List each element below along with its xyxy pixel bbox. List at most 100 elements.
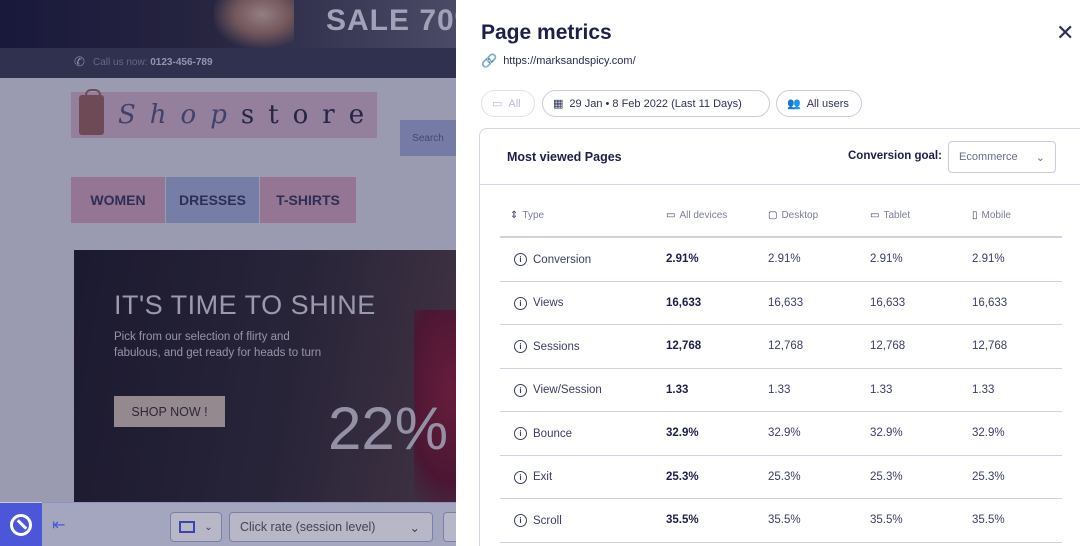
value-tablet: 35.5%: [870, 514, 903, 526]
mobile-icon: ▯: [972, 210, 978, 221]
value-mobile: 32.9%: [972, 427, 1005, 439]
value-mobile: 35.5%: [972, 514, 1005, 526]
metric-name: Scroll: [533, 514, 562, 527]
tablet-icon: ▭: [870, 210, 880, 221]
column-type-label: Type: [522, 210, 545, 221]
info-icon[interactable]: i: [514, 427, 527, 440]
hero-subtitle: Pick from our selection of flirty and fa…: [114, 331, 322, 359]
column-all-devices-label: All devices: [679, 210, 728, 221]
metric-select[interactable]: Click rate (session level) ⌄: [229, 512, 433, 542]
hero-percent: 22%: [328, 395, 449, 462]
banner-sale-text: SALE 70%: [326, 4, 456, 37]
info-icon[interactable]: i: [514, 296, 527, 310]
device-icon: ▭: [492, 98, 503, 110]
nav-tshirts[interactable]: T-SHIRTS: [260, 177, 356, 223]
value-tablet: 2.91%: [870, 253, 903, 265]
chevron-down-icon: ⌄: [204, 521, 213, 533]
metric-cell: i Bounce: [514, 427, 572, 440]
nav-women[interactable]: WOMEN: [71, 177, 165, 223]
brand-menu-button[interactable]: [0, 503, 42, 546]
value-all-devices: 16,633: [666, 296, 702, 309]
hero-banner: IT'S TIME TO SHINE Pick from our selecti…: [74, 250, 456, 502]
value-tablet: 12,768: [870, 340, 906, 352]
value-desktop: 35.5%: [768, 514, 801, 526]
value-all-devices: 35.5%: [666, 514, 699, 526]
table-row: i Conversion 2.91% 2.91% 2.91% 2.91%: [500, 238, 1062, 282]
link-icon: 🔗: [481, 53, 498, 68]
close-icon[interactable]: ✕: [1056, 20, 1075, 45]
device-filter-chip[interactable]: ▭ All: [481, 90, 535, 117]
search-button[interactable]: Search: [400, 120, 456, 156]
logo-word-store: store: [240, 100, 379, 130]
metric-select-value: Click rate (session level): [240, 520, 376, 534]
metric-name: Sessions: [533, 340, 580, 353]
all-devices-icon: ▭: [666, 210, 676, 221]
metric-name: Conversion: [533, 253, 592, 266]
info-icon[interactable]: i: [514, 514, 527, 527]
info-icon[interactable]: i: [514, 470, 527, 484]
value-all-devices: 12,768: [666, 340, 702, 352]
metric-name: View/Session: [533, 384, 602, 396]
users-filter-chip[interactable]: 👥 All users: [776, 90, 862, 117]
value-tablet: 32.9%: [870, 427, 903, 439]
conversion-goal-select[interactable]: Ecommerce ⌄: [948, 141, 1056, 173]
value-desktop: 12,768: [768, 340, 804, 352]
date-range-label: 29 Jan • 8 Feb 2022 (Last 11 Days): [569, 97, 742, 110]
value-all-devices: 2.91%: [666, 253, 699, 265]
metric-cell: i View/Session: [514, 383, 602, 397]
value-desktop: 16,633: [768, 296, 804, 309]
page-url[interactable]: https://marksandspicy.com/: [503, 55, 636, 67]
metric-cell: i Sessions: [514, 340, 580, 353]
toolbar-edge-button[interactable]: [443, 512, 456, 542]
table-row: i Views 16,633 16,633 16,633 16,633: [500, 282, 1062, 325]
table-header: ⇕ Type ▭ All devices ▢ Desktop ▭ Tablet ▯ Mob…: [500, 196, 1062, 238]
column-type[interactable]: ⇕ Type: [510, 210, 544, 221]
metric-cell: i Views: [514, 296, 564, 310]
arrow-left-icon[interactable]: ⇤: [52, 517, 66, 534]
table-row: i Sessions 12,768 12,768 12,768 12,768: [500, 325, 1062, 369]
column-mobile: ▯ Mobile: [972, 210, 1011, 221]
info-icon[interactable]: i: [514, 253, 527, 266]
hero-model-image: [414, 310, 456, 502]
value-mobile: 16,633: [972, 296, 1008, 309]
hero-title: IT'S TIME TO SHINE: [114, 290, 376, 320]
desktop-icon: ▢: [768, 210, 778, 221]
conversion-goal-label: Conversion goal:: [848, 150, 942, 162]
card-header: Most viewed Pages Conversion goal: Ecomm…: [480, 129, 1080, 185]
view-mode-select[interactable]: ⌄: [170, 512, 222, 542]
metric-cell: i Exit: [514, 470, 553, 484]
column-desktop-label: Desktop: [781, 210, 819, 221]
metric-cell: i Scroll: [514, 514, 562, 527]
nav-dresses[interactable]: DRESSES: [166, 177, 259, 223]
value-mobile: 1.33: [972, 383, 995, 396]
logo-text: Shopstore: [118, 100, 378, 130]
logo-word-shop: Shop: [118, 100, 241, 130]
shop-logo[interactable]: [71, 92, 377, 138]
metric-cell: i Conversion: [514, 253, 591, 266]
value-mobile: 25.3%: [972, 470, 1005, 483]
sort-icon: ⇕: [510, 210, 519, 221]
website-preview: SALE 70% ✆ Call us now: 0123-456-789 Sho…: [0, 0, 456, 546]
info-icon[interactable]: i: [514, 340, 527, 353]
shop-now-button[interactable]: SHOP NOW !: [114, 396, 225, 427]
conversion-goal-value: Ecommerce: [959, 151, 1018, 163]
value-all-devices: 25.3%: [666, 470, 699, 483]
column-desktop: ▢ Desktop: [768, 210, 818, 221]
users-icon: 👥: [787, 98, 801, 110]
panel-title: Page metrics: [481, 21, 612, 44]
call-number: 0123-456-789: [150, 57, 213, 68]
url-row: 🔗 https://marksandspicy.com/: [481, 53, 636, 69]
column-tablet-label: Tablet: [883, 210, 911, 221]
toolbar-dim-overlay: [42, 502, 456, 546]
metric-name: Views: [533, 297, 564, 309]
shopping-bag-icon: [79, 89, 104, 135]
info-icon[interactable]: i: [514, 383, 527, 397]
metric-name: Exit: [533, 471, 553, 483]
preview-dim-overlay: [0, 0, 456, 546]
value-mobile: 12,768: [972, 340, 1008, 352]
value-tablet: 16,633: [870, 296, 906, 309]
date-range-chip[interactable]: ▦ 29 Jan • 8 Feb 2022 (Last 11 Days): [542, 90, 770, 117]
column-all-devices: ▭ All devices: [666, 210, 727, 221]
value-desktop: 2.91%: [768, 253, 801, 265]
column-mobile-label: Mobile: [981, 210, 1011, 221]
